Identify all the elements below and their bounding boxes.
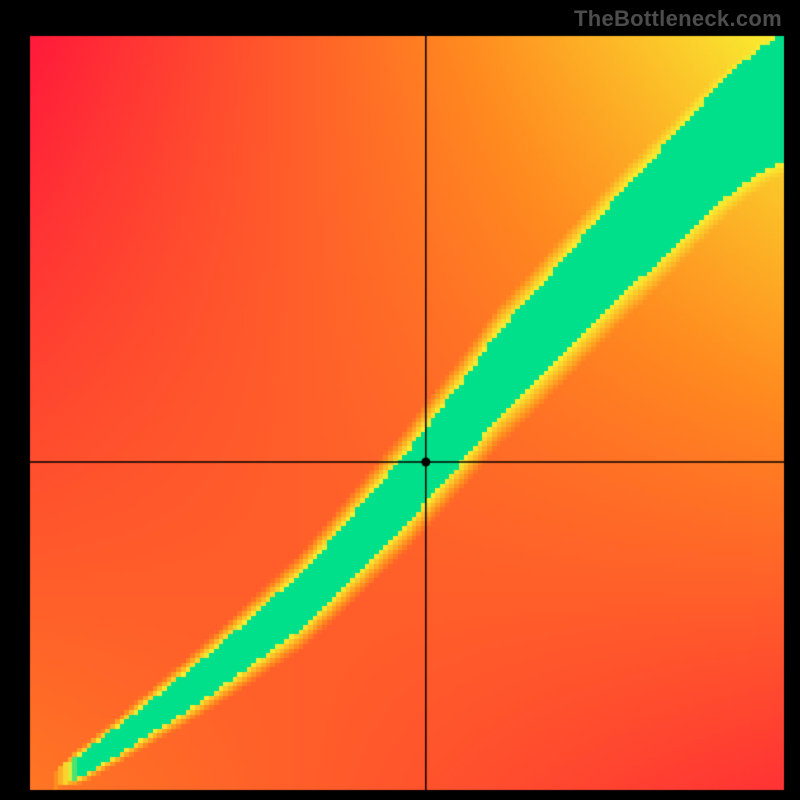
chart-container: TheBottleneck.com — [0, 0, 800, 800]
heatmap-canvas — [0, 0, 800, 800]
watermark-text: TheBottleneck.com — [574, 6, 782, 32]
